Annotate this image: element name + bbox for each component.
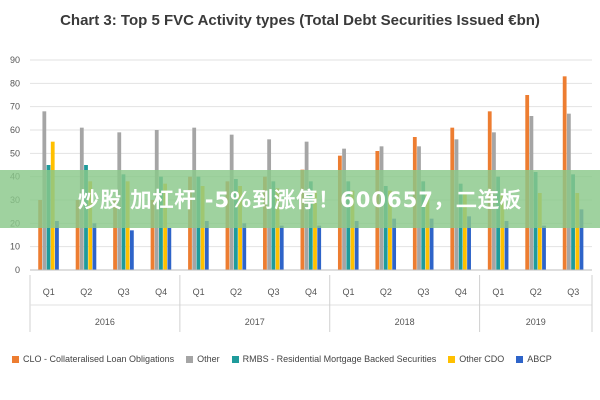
- legend-swatch: [231, 355, 239, 363]
- x-tick-label: Q4: [455, 287, 467, 297]
- x-tick-label: Q2: [230, 287, 242, 297]
- legend-swatch: [516, 355, 524, 363]
- year-label: 2018: [395, 317, 415, 327]
- chart-title: Chart 3: Top 5 FVC Activity types (Total…: [60, 12, 540, 29]
- bar: [275, 188, 280, 270]
- legend-swatch: [448, 355, 456, 363]
- bar: [242, 223, 247, 270]
- x-tick-label: Q2: [380, 287, 392, 297]
- chart-legend: CLO - Collateralised Loan Obligations Oth…: [12, 351, 592, 367]
- legend-swatch: [12, 355, 19, 363]
- bar: [467, 216, 471, 270]
- x-tick-label: Q3: [567, 287, 579, 297]
- legend-item: CLO - Collateralised Loan Obligations: [12, 354, 174, 364]
- bar: [238, 186, 242, 270]
- y-tick-label: 90: [10, 55, 20, 65]
- legend-label: Other CDO: [459, 354, 505, 364]
- bar: [75, 200, 80, 270]
- y-tick-label: 80: [10, 78, 20, 88]
- legend-item: Other: [186, 354, 220, 364]
- bar: [354, 221, 359, 270]
- legend-label: ABCP: [527, 354, 552, 364]
- bar: [279, 225, 284, 270]
- bar: [129, 230, 134, 270]
- bar: [579, 209, 584, 270]
- bar: [113, 200, 117, 270]
- y-tick-label: 60: [10, 125, 20, 135]
- bar: [92, 223, 97, 270]
- year-label: 2016: [95, 317, 115, 327]
- x-tick-label: Q2: [80, 287, 92, 297]
- y-tick-label: 50: [10, 148, 20, 158]
- y-tick-label: 10: [10, 242, 20, 252]
- bar: [542, 225, 546, 270]
- x-tick-label: Q3: [268, 287, 280, 297]
- x-tick-label: Q1: [342, 287, 354, 297]
- x-tick-label: Q1: [193, 287, 205, 297]
- y-tick-label: 70: [10, 102, 20, 112]
- bar: [167, 228, 172, 270]
- x-tick-label: Q1: [492, 287, 504, 297]
- bar: [425, 193, 430, 270]
- bar: [388, 190, 392, 270]
- bar: [204, 221, 209, 270]
- y-tick-label: 0: [15, 265, 20, 275]
- legend-swatch: [186, 355, 194, 363]
- x-tick-label: Q1: [43, 287, 55, 297]
- legend-item: ABCP: [516, 354, 552, 364]
- bar: [313, 190, 317, 270]
- bar: [392, 218, 397, 270]
- x-tick-label: Q3: [118, 287, 130, 297]
- bar: [500, 193, 505, 270]
- bar: [38, 200, 43, 270]
- x-tick-label: Q4: [305, 287, 317, 297]
- x-tick-label: Q3: [417, 287, 429, 297]
- x-tick-label: Q2: [530, 287, 542, 297]
- bar: [575, 193, 580, 270]
- overlay-banner: 炒股 加杠杆 -5%到涨停！600657，二连板: [0, 170, 600, 228]
- x-tick-label: Q4: [155, 287, 167, 297]
- legend-label: Other: [197, 354, 220, 364]
- legend-label: RMBS - Residential Mortgage Backed Secur…: [242, 354, 437, 364]
- legend-item: RMBS - Residential Mortgage Backed Secur…: [231, 354, 437, 364]
- bar: [150, 200, 155, 270]
- bar: [429, 218, 434, 270]
- legend-item: Other CDO: [448, 354, 504, 364]
- bar: [462, 193, 467, 270]
- bar: [55, 221, 59, 270]
- year-label: 2017: [245, 317, 265, 327]
- overlay-banner-text: 炒股 加杠杆 -5%到涨停！600657，二连板: [78, 188, 522, 212]
- year-label: 2019: [526, 317, 546, 327]
- bar: [537, 193, 542, 270]
- bar: [200, 186, 205, 270]
- bar: [383, 186, 388, 270]
- legend-label: CLO - Collateralised Loan Obligations: [23, 354, 175, 364]
- bar: [504, 221, 509, 270]
- bar: [317, 225, 322, 270]
- bar: [350, 190, 355, 270]
